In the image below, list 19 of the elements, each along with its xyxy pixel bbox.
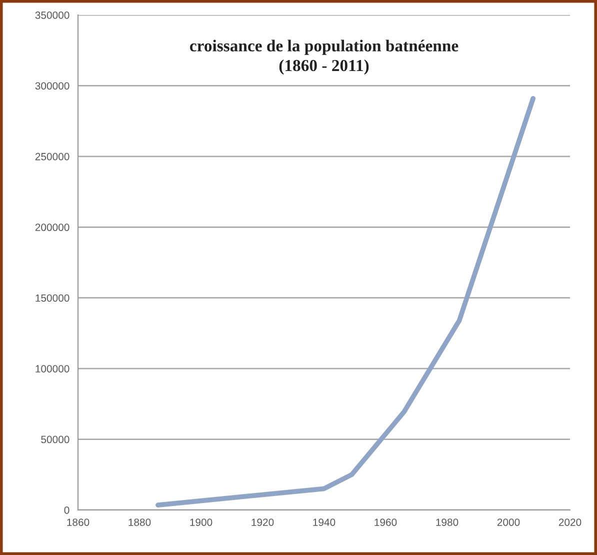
y-tick-label: 50000	[41, 436, 70, 444]
x-tick-label: 1960	[374, 518, 397, 526]
y-tick-label: 0	[64, 506, 70, 514]
x-tick-label: 1880	[128, 518, 151, 526]
y-tick-label: 150000	[36, 294, 70, 302]
x-tick-label: 2020	[558, 518, 582, 526]
text: croissance de la population batnéenne (1860 - 2011)	[190, 40, 458, 75]
x-tick-label: 1900	[190, 518, 212, 526]
line-series	[156, 96, 536, 508]
y-tick-label: 100000	[36, 365, 70, 372]
x-tick-label: 1860	[67, 518, 90, 526]
x-tick-label: 1980	[436, 518, 458, 526]
x-tick-label: 1920	[252, 518, 274, 526]
x-tick-label: 1940	[313, 518, 336, 526]
y-tick-label: 300000	[35, 82, 70, 90]
x-tick-label: 2000	[497, 518, 520, 526]
y-tick-label: 250000	[35, 152, 70, 160]
y-tick-label: 350000	[35, 12, 70, 19]
y-tick-label: 200000	[35, 224, 70, 232]
